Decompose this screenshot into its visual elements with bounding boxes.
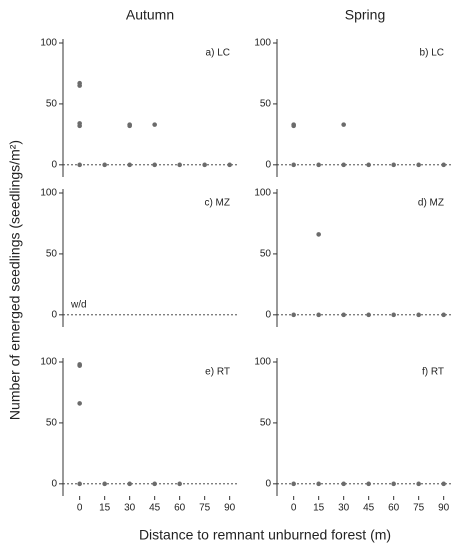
point [291, 162, 296, 168]
point [316, 312, 321, 318]
panel-label: f) RT [422, 367, 444, 378]
column-title: Spring [345, 7, 385, 23]
point [291, 481, 296, 487]
point [441, 481, 446, 487]
point [441, 162, 446, 168]
point [77, 162, 82, 168]
y-tick-label: 50 [260, 249, 272, 260]
point [202, 162, 207, 168]
x-axis-label: Distance to remnant unburned forest (m) [139, 527, 391, 543]
point [316, 162, 321, 168]
y-tick-label: 50 [260, 418, 272, 429]
point [127, 162, 132, 168]
x-tick-label: 60 [388, 503, 400, 514]
point [416, 162, 421, 168]
point [77, 481, 82, 487]
point [152, 162, 157, 168]
point [291, 312, 296, 318]
point [152, 481, 157, 487]
x-tick-label: 15 [99, 503, 111, 514]
x-tick-label: 45 [149, 503, 161, 514]
point [441, 312, 446, 318]
point [391, 481, 396, 487]
panel-label: e) RT [205, 367, 230, 378]
point [291, 123, 296, 129]
x-tick-label: 0 [291, 503, 297, 514]
point [366, 312, 371, 318]
point [127, 481, 132, 487]
y-tick-label: 0 [51, 309, 57, 320]
point [127, 123, 132, 129]
y-tick-label: 0 [265, 309, 271, 320]
y-tick-label: 50 [46, 249, 58, 260]
y-tick-label: 0 [265, 478, 271, 489]
y-tick-label: 100 [40, 38, 57, 49]
point [416, 481, 421, 487]
point [316, 481, 321, 487]
y-tick-label: 100 [40, 357, 57, 368]
point [77, 363, 82, 368]
column-title: Autumn [126, 7, 174, 23]
point [416, 312, 421, 318]
point [102, 481, 107, 487]
point [77, 83, 82, 88]
y-tick-label: 50 [46, 99, 58, 110]
panel-label: b) LC [420, 48, 444, 59]
point [102, 162, 107, 168]
x-tick-label: 75 [413, 503, 425, 514]
y-tick-label: 50 [260, 99, 272, 110]
x-tick-label: 0 [77, 503, 83, 514]
point [152, 122, 157, 127]
panel-label: a) LC [206, 48, 230, 59]
point [77, 123, 82, 129]
x-tick-label: 15 [313, 503, 325, 514]
panel-note: w/d [70, 299, 87, 310]
point [391, 312, 396, 318]
x-tick-label: 60 [174, 503, 186, 514]
y-tick-label: 100 [254, 38, 271, 49]
y-tick-label: 50 [46, 418, 58, 429]
point [366, 162, 371, 168]
y-axis-label: Number of emerged seedlings (seedlings/m… [7, 140, 23, 420]
x-tick-label: 30 [124, 503, 136, 514]
point [366, 481, 371, 487]
point [316, 232, 321, 237]
y-tick-label: 100 [254, 357, 271, 368]
point [341, 481, 346, 487]
y-tick-label: 0 [265, 159, 271, 170]
y-tick-label: 100 [254, 188, 271, 199]
point [341, 312, 346, 318]
point [227, 162, 232, 168]
panel-label: c) MZ [204, 198, 230, 209]
y-tick-label: 100 [40, 188, 57, 199]
point [177, 481, 182, 487]
x-tick-label: 90 [438, 503, 450, 514]
point [341, 162, 346, 168]
x-tick-label: 30 [338, 503, 350, 514]
y-tick-label: 0 [51, 159, 57, 170]
x-tick-label: 75 [199, 503, 211, 514]
point [177, 162, 182, 168]
y-tick-label: 0 [51, 478, 57, 489]
point [341, 122, 346, 127]
x-tick-label: 45 [363, 503, 375, 514]
point [77, 401, 82, 406]
point [391, 162, 396, 168]
x-tick-label: 90 [224, 503, 236, 514]
panel-label: d) MZ [418, 198, 444, 209]
